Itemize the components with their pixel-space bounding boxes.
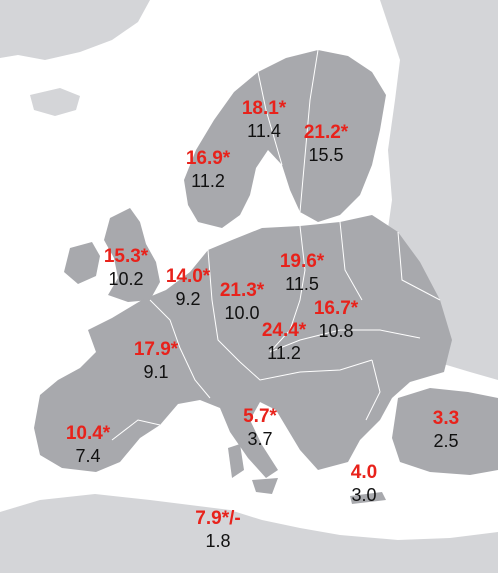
value-secondary: 9.2 xyxy=(166,288,210,310)
value-label-tunisia: 7.9*/- 1.8 xyxy=(195,508,240,552)
value-secondary: 10.0 xyxy=(220,302,264,324)
value-secondary: 10.8 xyxy=(314,320,358,342)
value-primary: 24.4* xyxy=(262,320,306,342)
value-primary: 5.7* xyxy=(243,406,277,428)
value-primary: 17.9* xyxy=(134,339,178,361)
value-primary: 16.9* xyxy=(186,148,230,170)
value-label-norway: 16.9* 11.2 xyxy=(186,148,230,192)
value-label-spain: 10.4* 7.4 xyxy=(66,423,110,467)
value-label-turkey: 3.3 2.5 xyxy=(433,408,459,452)
value-primary: 16.7* xyxy=(314,298,358,320)
value-label-greece: 4.0 3.0 xyxy=(351,462,377,506)
value-label-poland: 19.6* 11.5 xyxy=(280,251,324,295)
value-secondary: 2.5 xyxy=(433,430,459,452)
value-secondary: 9.1 xyxy=(134,361,178,383)
value-label-france: 17.9* 9.1 xyxy=(134,339,178,383)
value-secondary: 3.0 xyxy=(351,484,377,506)
value-primary: 14.0* xyxy=(166,266,210,288)
value-primary: 21.3* xyxy=(220,280,264,302)
value-label-finland-south: 21.2* 15.5 xyxy=(304,122,348,166)
value-primary: 19.6* xyxy=(280,251,324,273)
value-secondary: 11.4 xyxy=(242,120,286,142)
value-primary: 3.3 xyxy=(433,408,459,430)
value-primary: 21.2* xyxy=(304,122,348,144)
value-primary: 10.4* xyxy=(66,423,110,445)
value-secondary: 7.4 xyxy=(66,445,110,467)
value-secondary: 11.2 xyxy=(262,342,306,364)
value-label-uk: 15.3* 10.2 xyxy=(104,246,148,290)
value-label-italy: 5.7* 3.7 xyxy=(243,406,277,450)
value-primary: 18.1* xyxy=(242,98,286,120)
value-label-slovakia: 16.7* 10.8 xyxy=(314,298,358,342)
value-secondary: 10.2 xyxy=(104,268,148,290)
value-secondary: 3.7 xyxy=(243,428,277,450)
value-label-germany: 21.3* 10.0 xyxy=(220,280,264,324)
value-primary: 4.0 xyxy=(351,462,377,484)
value-primary: 7.9*/- xyxy=(195,508,240,530)
value-label-austria: 24.4* 11.2 xyxy=(262,320,306,364)
value-label-benelux: 14.0* 9.2 xyxy=(166,266,210,310)
value-primary: 15.3* xyxy=(104,246,148,268)
value-secondary: 1.8 xyxy=(195,530,240,552)
value-secondary: 15.5 xyxy=(304,144,348,166)
value-secondary: 11.5 xyxy=(280,273,324,295)
value-label-finland-north: 18.1* 11.4 xyxy=(242,98,286,142)
value-secondary: 11.2 xyxy=(186,170,230,192)
